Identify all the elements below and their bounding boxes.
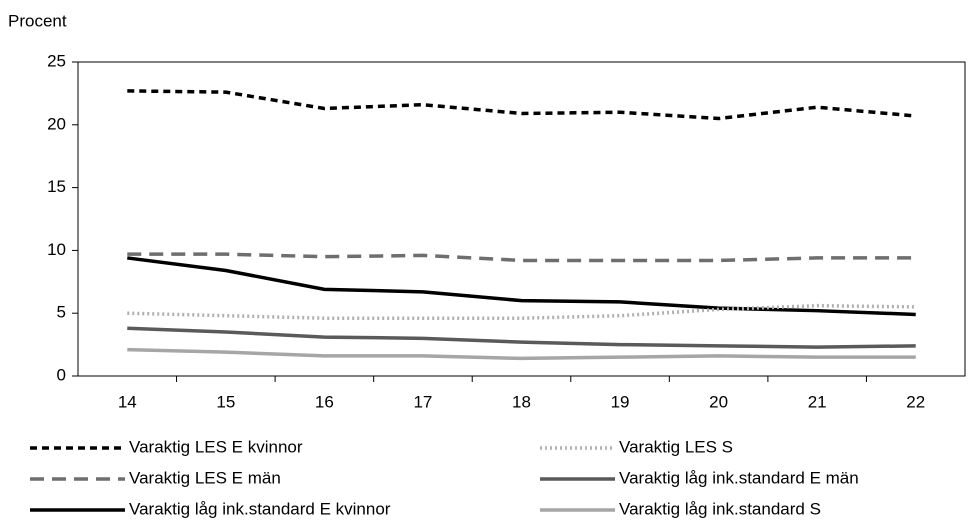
series-line	[127, 252, 916, 263]
y-tick-label: 0	[57, 365, 66, 384]
x-tick-label: 18	[512, 392, 531, 411]
y-tick-label: 10	[47, 240, 66, 259]
x-tick-label: 15	[216, 392, 235, 411]
y-tick-label: 15	[47, 177, 66, 196]
series-line	[127, 303, 916, 320]
x-tick-label: 16	[315, 392, 334, 411]
y-tick-label: 20	[47, 114, 66, 133]
legend-label: Varaktig LES E kvinnor	[129, 437, 303, 456]
legend-label: Varaktig låg ink.standard S	[619, 499, 821, 518]
x-tick-label: 14	[118, 392, 137, 411]
series-line	[127, 326, 916, 349]
x-tick-label: 20	[709, 392, 728, 411]
series-line	[127, 89, 916, 121]
series-line	[127, 347, 916, 361]
x-tick-label: 22	[906, 392, 925, 411]
x-tick-label: 21	[808, 392, 827, 411]
legend-label: Varaktig låg ink.standard E män	[619, 468, 859, 487]
series-line	[127, 256, 916, 317]
legend-label: Varaktig LES S	[619, 437, 733, 456]
y-tick-label: 25	[47, 51, 66, 70]
y-axis-label: Procent	[8, 11, 67, 30]
plot-frame	[77, 61, 966, 377]
legend-label: Varaktig LES E män	[129, 468, 281, 487]
x-tick-label: 17	[413, 392, 432, 411]
legend-label: Varaktig låg ink.standard E kvinnor	[129, 499, 391, 518]
x-tick-label: 19	[611, 392, 630, 411]
y-tick-label: 5	[57, 303, 66, 322]
